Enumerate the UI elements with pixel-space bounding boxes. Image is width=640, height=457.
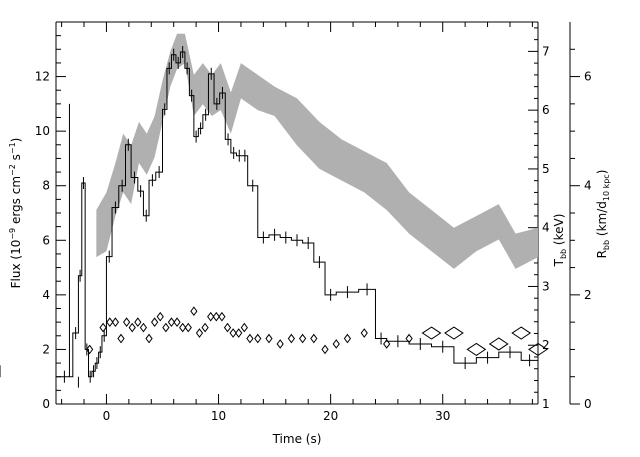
radius-diamond (383, 339, 391, 349)
temperature-band-area (96, 33, 538, 269)
radius-diamond (173, 317, 181, 327)
radius-diamond (466, 342, 487, 357)
y-r1-tick-label-5: 5 (542, 162, 550, 176)
y-r2-tick-label-6: 6 (584, 70, 592, 84)
radius-points (86, 306, 548, 357)
radius-diamond (254, 333, 262, 344)
radius-diamond (265, 333, 273, 344)
radius-diamond (195, 328, 204, 338)
y-left-tick-label-4: 4 (42, 288, 50, 302)
y-axis-label-left: Flux (10−9 ergs cm−2 s−1) (8, 138, 23, 289)
radius-diamond (240, 322, 248, 333)
radius-diamond (405, 333, 413, 344)
y-r1-tick-label-7: 7 (542, 44, 550, 58)
x-axis-label: Time (s) (272, 432, 322, 446)
y-left-tick-label-8: 8 (42, 179, 50, 193)
radius-diamond (246, 333, 254, 344)
y-left-tick-label-6: 6 (42, 233, 50, 247)
radius-diamond (134, 317, 142, 327)
radius-diamond (332, 339, 340, 349)
y-r2-tick-label-2: 2 (584, 288, 592, 302)
radius-diamond (106, 317, 114, 327)
radius-diamond (310, 333, 318, 344)
radius-diamond (298, 333, 307, 344)
y-left-tick-label-12: 12 (35, 70, 50, 84)
radius-diamond (111, 317, 120, 327)
y-left-tick-label-10: 10 (35, 124, 50, 138)
radius-diamond (276, 339, 284, 349)
radius-diamond (162, 322, 170, 333)
x-tick-label-10: 10 (211, 409, 226, 423)
radius-diamond (139, 322, 148, 333)
radius-diamond (212, 311, 220, 322)
radius-diamond (207, 311, 215, 322)
radius-diamond (167, 317, 176, 327)
radius-diamond (190, 306, 198, 317)
y-r1-tick-label-6: 6 (542, 103, 550, 117)
y-r2-tick-label-4: 4 (584, 179, 592, 193)
y-left-tick-label-0: 0 (42, 397, 50, 411)
x-tick-label-0: 0 (103, 409, 111, 423)
y-axis-label-temperature: Tbb (keV) (552, 214, 568, 268)
y-r1-tick-label-4: 4 (542, 221, 550, 235)
radius-diamond (343, 333, 352, 344)
x-tick-label-20: 20 (323, 409, 338, 423)
y-left-tick-label-2: 2 (42, 342, 50, 356)
radius-diamond (99, 322, 107, 333)
y-r1-tick-label-2: 2 (542, 338, 550, 352)
y-axis-label-radius: Rbb (km/d10 kpc) (595, 170, 611, 259)
radius-diamond (528, 342, 548, 357)
x-tick-label-30: 30 (435, 409, 450, 423)
radius-diamond (128, 322, 136, 333)
radius-diamond (179, 322, 187, 333)
radius-diamond (223, 322, 232, 333)
y-r1-tick-label-3: 3 (542, 279, 550, 293)
radius-diamond (321, 344, 329, 355)
radius-diamond (201, 322, 209, 333)
radius-diamond (156, 311, 164, 322)
radius-diamond (151, 317, 159, 327)
radius-diamond (511, 326, 532, 340)
flux-step-line (56, 51, 539, 378)
radius-diamond (421, 326, 442, 340)
radius-diamond (184, 322, 192, 333)
radius-diamond (86, 344, 94, 355)
radius-diamond (488, 337, 509, 351)
radius-diamond (444, 326, 464, 340)
y-r1-tick-label-1: 1 (542, 397, 550, 411)
radius-diamond (360, 328, 368, 338)
radius-diamond (122, 317, 131, 327)
radius-diamond (145, 333, 153, 344)
radius-diamond (287, 333, 296, 344)
radius-diamond (117, 333, 125, 344)
radius-diamond (229, 328, 237, 338)
radius-diamond (218, 311, 226, 322)
radius-diamond (235, 328, 243, 338)
y-r2-tick-label-0: 0 (584, 397, 592, 411)
temperature-band (96, 33, 538, 269)
